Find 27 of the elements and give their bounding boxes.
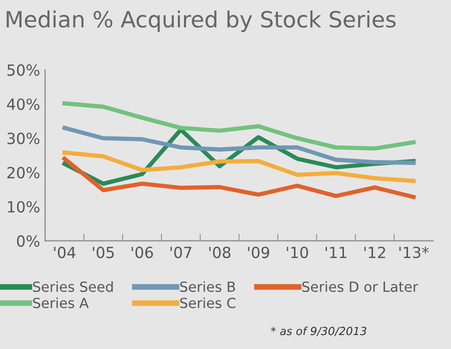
y-tick-label: 20% (7, 166, 40, 178)
legend-label: Series A (33, 297, 89, 308)
x-tick-label: '06 (132, 246, 153, 258)
y-tick-label: 10% (8, 201, 40, 213)
x-tick-label: '04 (54, 246, 76, 258)
text: * as of 9/30/2013 (270, 326, 366, 336)
y-tick-label: 0% (17, 235, 40, 247)
y-tick-label: 50% (7, 64, 40, 76)
legend-label: Series C (180, 297, 236, 308)
line-series (62, 150, 416, 184)
x-tick-label: '07 (170, 246, 192, 258)
x-tick-label: '10 (286, 246, 308, 258)
x-tick-label: '11 (326, 246, 346, 258)
x-tick-label: '08 (209, 246, 230, 258)
x-tick-label: '12 (364, 246, 386, 258)
x-tick-label: '13* (399, 246, 429, 258)
legend-label: Series B (180, 281, 235, 292)
line-series (62, 126, 416, 165)
y-tick-label: 30% (7, 132, 40, 144)
legend-label: Series Seed (33, 281, 113, 292)
x-tick-label: '09 (248, 246, 270, 258)
x-tick-label: '05 (92, 246, 114, 258)
legend-label: Series D or Later (302, 281, 418, 292)
line-series (62, 101, 416, 151)
line-series (62, 156, 416, 200)
chart-title: Median % Acquired by Stock Series (6, 10, 396, 32)
y-tick-label: 40% (7, 98, 40, 110)
